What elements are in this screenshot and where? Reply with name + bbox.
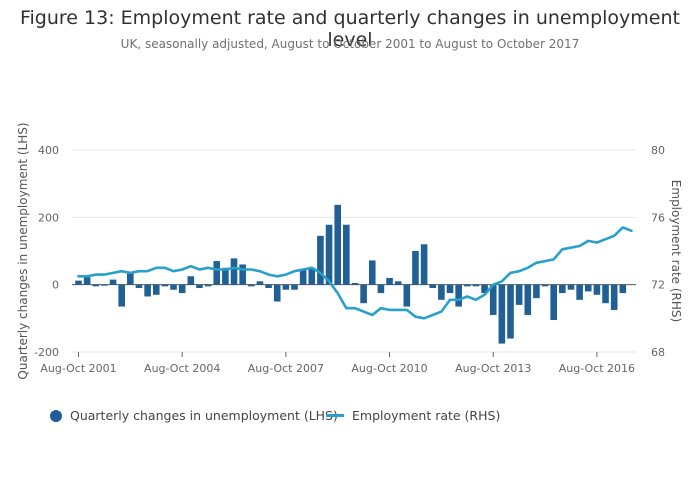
bar xyxy=(248,284,255,287)
bar xyxy=(308,267,316,285)
bar xyxy=(541,284,549,287)
x-tick-label: Aug-Oct 2013 xyxy=(455,362,531,375)
bar-series xyxy=(75,204,627,344)
bar xyxy=(291,284,298,290)
bar xyxy=(507,284,514,339)
bar xyxy=(593,284,601,295)
employment-rate-line xyxy=(77,226,633,320)
bar xyxy=(412,251,419,285)
chart-svg: 400 200 0 -200 80 76 72 68 Aug-Oct 2001 Aug-Oct 2… xyxy=(16,122,683,379)
bar xyxy=(368,260,376,285)
bar xyxy=(464,284,471,287)
bar xyxy=(498,284,506,344)
bar xyxy=(533,284,540,299)
bar xyxy=(360,284,367,304)
y-right-label: Employment rate (RHS) xyxy=(669,180,683,322)
y-right-tick-label: 72 xyxy=(651,279,665,292)
legend-line-marker xyxy=(326,414,344,417)
bar xyxy=(230,258,238,285)
chart-title: Figure 13: Employment rate and quarterly… xyxy=(19,7,680,51)
bar xyxy=(282,284,290,290)
bar xyxy=(610,284,618,310)
bar xyxy=(429,284,437,289)
y-left-tick-label: 400 xyxy=(38,144,59,157)
bar xyxy=(170,284,177,290)
y-right-tick-label: 80 xyxy=(651,144,665,157)
bar xyxy=(75,280,82,285)
legend-label-unemployment: Quarterly changes in unemployment (LHS) xyxy=(70,408,338,423)
bar xyxy=(299,269,307,285)
x-tick-label: Aug-Oct 2001 xyxy=(40,362,116,375)
bar xyxy=(619,284,627,294)
bar xyxy=(109,279,117,285)
line-series xyxy=(77,226,633,320)
bar xyxy=(256,281,264,285)
bar xyxy=(394,281,402,285)
bar xyxy=(403,284,411,307)
x-tick-label: Aug-Oct 2010 xyxy=(351,362,427,375)
y-left-tick-label: 200 xyxy=(38,211,59,224)
bar xyxy=(455,284,462,307)
bar xyxy=(213,261,221,285)
y-left-label: Quarterly changes in unemployment (LHS) xyxy=(16,122,30,379)
bar xyxy=(196,284,203,289)
bar xyxy=(567,284,575,290)
axes: 400 200 0 -200 80 76 72 68 Aug-Oct 2001 Aug-Oct 2… xyxy=(34,144,665,375)
bar xyxy=(161,284,169,287)
y-right-tick-label: 76 xyxy=(651,211,665,224)
bar xyxy=(83,277,91,285)
bar xyxy=(351,282,359,285)
bar xyxy=(135,284,143,289)
x-tick-label: Aug-Oct 2004 xyxy=(144,362,220,375)
bar xyxy=(144,284,151,297)
bar xyxy=(92,284,100,287)
bar xyxy=(317,235,324,285)
bar xyxy=(334,204,341,285)
bar xyxy=(127,272,134,285)
legend-bar-marker xyxy=(50,409,62,422)
bar xyxy=(377,284,385,294)
bar xyxy=(438,284,445,300)
bar xyxy=(584,284,592,292)
x-tick-label: Aug-Oct 2016 xyxy=(559,362,635,375)
bar xyxy=(559,284,566,294)
bar xyxy=(524,284,532,315)
bar xyxy=(343,224,350,285)
bar xyxy=(178,284,186,294)
bar xyxy=(472,284,480,287)
bar xyxy=(420,244,428,285)
y-right-tick-label: 68 xyxy=(651,346,665,359)
legend-item-unemployment[interactable]: Quarterly changes in unemployment (LHS) xyxy=(50,408,338,423)
bar xyxy=(222,267,229,285)
legend-item-employment[interactable]: Employment rate (RHS) xyxy=(326,408,500,423)
bar xyxy=(273,284,281,302)
bar xyxy=(325,224,333,285)
bar xyxy=(446,284,454,294)
bar xyxy=(187,276,195,285)
bar xyxy=(489,284,497,315)
bar xyxy=(481,284,488,294)
bar xyxy=(265,284,272,289)
bar xyxy=(152,284,160,295)
legend-label-employment: Employment rate (RHS) xyxy=(352,408,501,423)
bar xyxy=(101,284,108,286)
y-left-tick-label: -200 xyxy=(34,346,59,359)
bar xyxy=(602,284,609,304)
gridlines xyxy=(72,149,636,353)
bar xyxy=(204,284,212,287)
bar xyxy=(118,284,125,307)
bar xyxy=(239,264,246,285)
bar xyxy=(550,284,557,321)
bar xyxy=(515,284,523,305)
bar xyxy=(386,277,393,285)
x-tick-label: Aug-Oct 2007 xyxy=(248,362,324,375)
chart-subtitle: UK, seasonally adjusted, August to Octob… xyxy=(120,37,580,51)
bar xyxy=(576,284,583,300)
y-left-tick-label: 0 xyxy=(52,279,59,292)
